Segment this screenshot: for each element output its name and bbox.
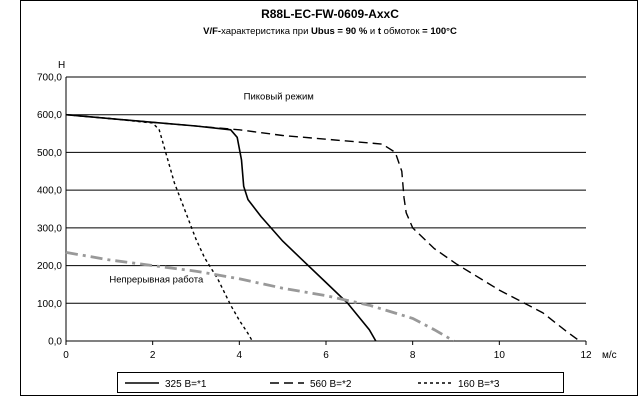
series-lines [65, 113, 580, 343]
chart-subtitle: V/F-характеристика при Ubus = 90 % и t о… [203, 26, 457, 37]
legend: 325 В=*1 560 В=*2 160 В=*3 [117, 372, 564, 393]
x-tick-labels: 0 2 4 6 8 10 12 [63, 350, 592, 361]
y-axis-label: Н [58, 60, 65, 71]
subtitle-part: характеристика при [221, 26, 311, 37]
x-tick-label: 0 [63, 350, 69, 361]
axes [65, 77, 587, 345]
series-line-3 [65, 114, 253, 342]
x-tick-label: 2 [150, 350, 156, 361]
y-tick-label: 700,0 [37, 73, 62, 84]
subtitle-part: V/F- [203, 26, 221, 37]
series-line-2 [65, 114, 580, 342]
x-tick-label: 6 [323, 350, 329, 361]
y-tick-label: 400,0 [37, 186, 62, 197]
annotation-peak-mode: Пиковый режим [244, 92, 314, 103]
y-tick-label: 300,0 [37, 223, 62, 234]
subtitle-part: Ubus = 90 % [311, 26, 368, 37]
subtitle-part: обмоток [381, 26, 422, 37]
legend-label: 325 В=*1 [165, 379, 207, 390]
legend-label: 160 В=*3 [458, 379, 500, 390]
legend-box [117, 372, 564, 393]
annotation-continuous-mode: Непрерывная работа [109, 275, 204, 286]
y-tick-label: 500,0 [37, 148, 62, 159]
y-tick-label: 0,0 [48, 337, 62, 348]
series-line-4 [65, 251, 455, 343]
chart-title: R88L-EC-FW-0609-AxxC [261, 7, 399, 21]
subtitle-part: t [378, 26, 382, 37]
subtitle-part: и [367, 26, 378, 37]
x-tick-label: 4 [237, 350, 243, 361]
y-tick-labels: 0,0 100,0 200,0 300,0 400,0 500,0 600,0 700,0 [37, 73, 62, 348]
y-tick-label: 100,0 [37, 299, 62, 310]
legend-label: 560 В=*2 [310, 379, 352, 390]
subtitle-part: = 100°C [422, 26, 457, 37]
x-tick-label: 10 [494, 350, 506, 361]
x-tick-label: 8 [410, 350, 416, 361]
y-tick-label: 600,0 [37, 110, 62, 121]
x-tick-label: 12 [580, 350, 592, 361]
x-axis-label: м/с [602, 350, 617, 361]
y-tick-label: 200,0 [37, 261, 62, 272]
